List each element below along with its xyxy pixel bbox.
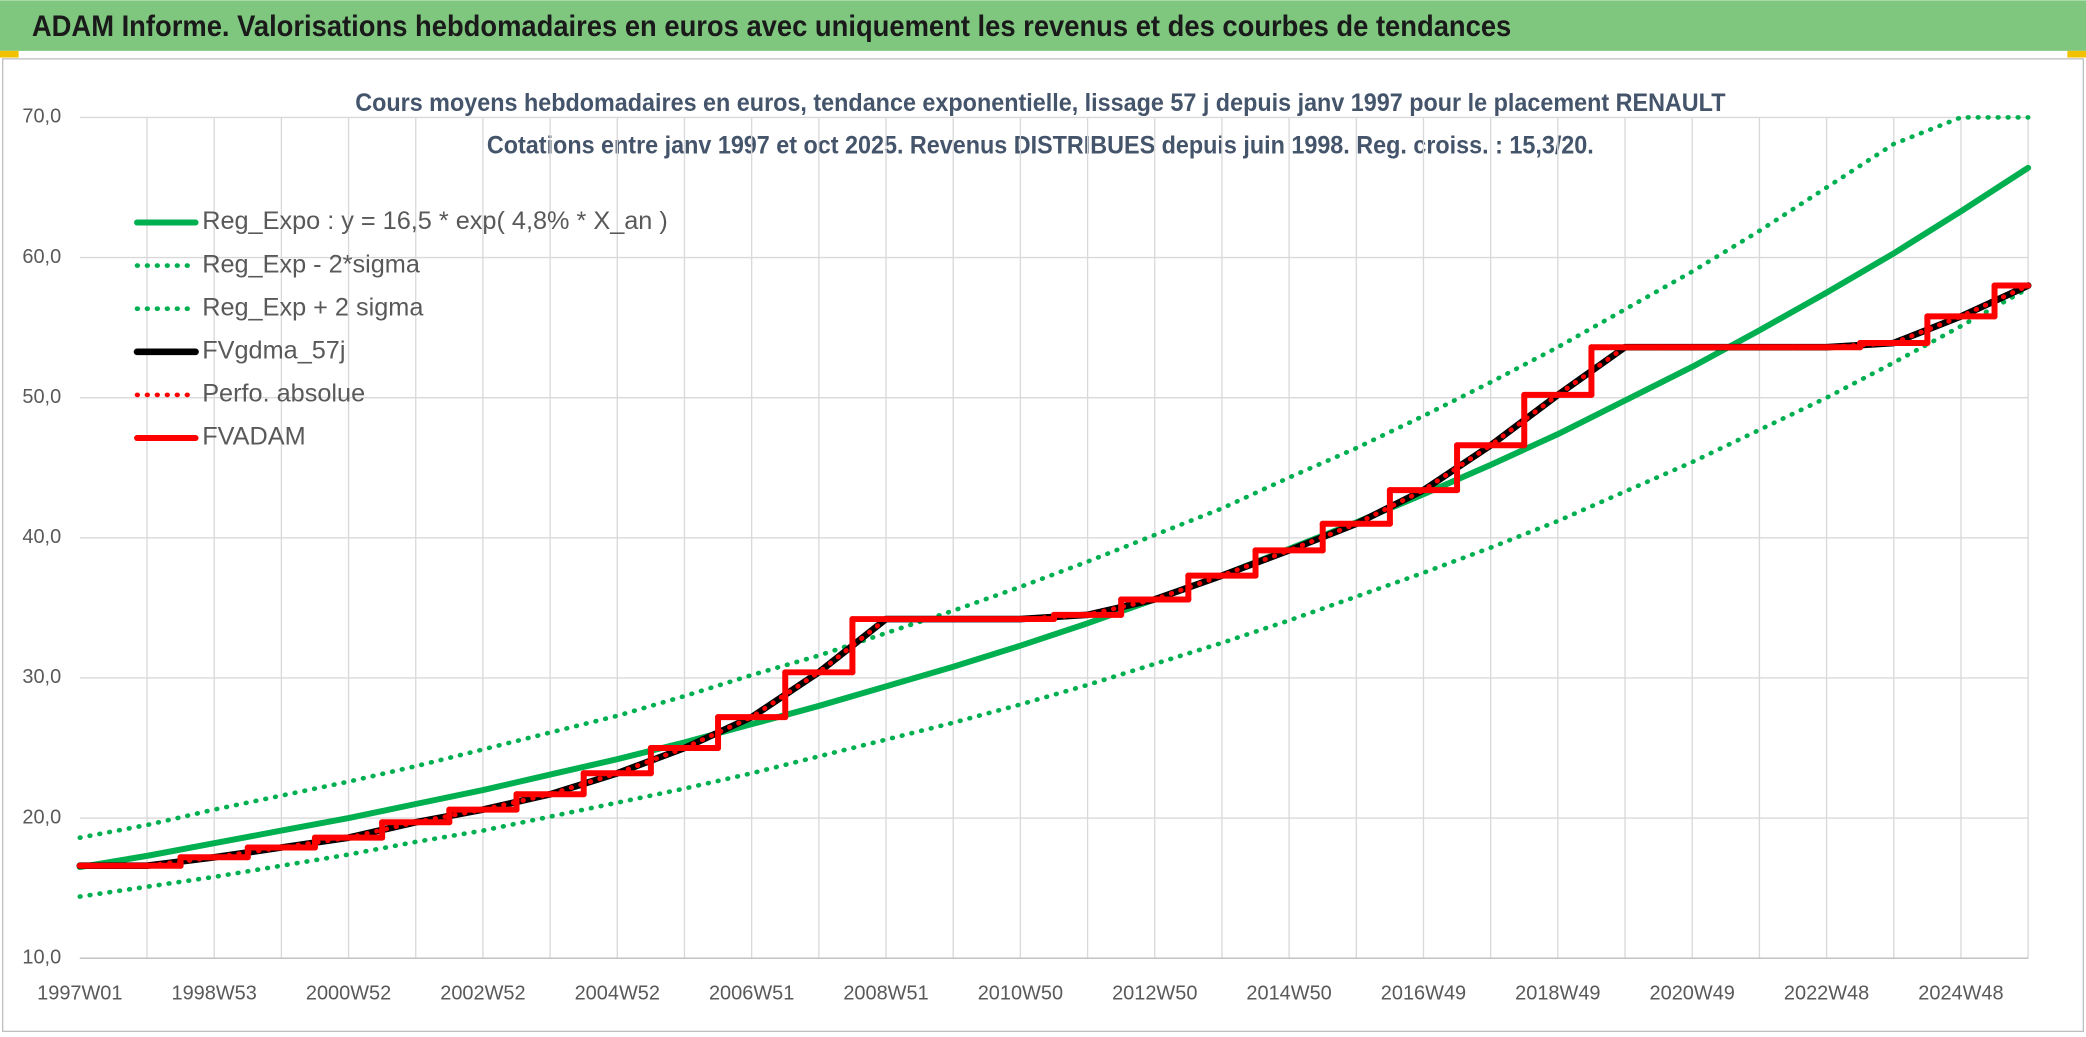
corner-mark: [0, 50, 19, 58]
x-tick-label: 2004W52: [575, 982, 660, 1004]
y-tick-label: 50,0: [22, 386, 61, 408]
x-tick-label: 2022W48: [1784, 982, 1869, 1004]
chart-subtitle: Cotations entre janv 1997 et oct 2025. R…: [487, 131, 1594, 159]
chart-border: [1, 58, 2085, 1033]
x-tick-label: 2006W51: [709, 982, 794, 1004]
y-tick-label: 10,0: [22, 946, 61, 968]
y-tick-label: 60,0: [22, 246, 61, 268]
legend-label: Reg_Exp - 2*sigma: [202, 250, 421, 278]
y-tick-label: 40,0: [22, 526, 61, 548]
legend-label: FVADAM: [202, 423, 305, 451]
chart-title: Cours moyens hebdomadaires en euros, ten…: [355, 89, 1726, 117]
x-tick-label: 1997W01: [37, 982, 122, 1004]
series-line: [77, 115, 2031, 840]
legend-label: Perfo. absolue: [202, 380, 365, 408]
y-tick-label: 70,0: [22, 106, 61, 128]
x-tick-label: 2010W50: [978, 982, 1063, 1004]
y-tick-label: 20,0: [22, 806, 61, 828]
x-tick-label: 2002W52: [440, 982, 525, 1004]
legend-label: Reg_Expo : y = 16,5 * exp( 4,8% * X_an ): [202, 207, 668, 235]
x-tick-label: 2012W50: [1112, 982, 1197, 1004]
x-tick-label: 1998W53: [172, 982, 257, 1004]
legend-label: FVgdma_57j: [202, 336, 345, 364]
corner-mark: [2067, 50, 2086, 58]
x-tick-label: 2008W51: [843, 982, 928, 1004]
x-tick-label: 2000W52: [306, 982, 391, 1004]
x-tick-label: 2020W49: [1650, 982, 1735, 1004]
series-line: [76, 164, 2032, 871]
x-tick-label: 2018W49: [1515, 982, 1600, 1004]
x-tick-label: 2024W48: [1918, 982, 2003, 1004]
x-tick-label: 2016W49: [1381, 982, 1466, 1004]
series-line: [77, 286, 2031, 899]
x-tick-label: 2014W50: [1246, 982, 1331, 1004]
header-bar: [0, 0, 2086, 51]
legend-label: Reg_Exp + 2 sigma: [202, 293, 424, 321]
header-title: ADAM Informe. Valorisations hebdomadaire…: [32, 11, 1511, 43]
y-tick-label: 30,0: [22, 666, 61, 688]
